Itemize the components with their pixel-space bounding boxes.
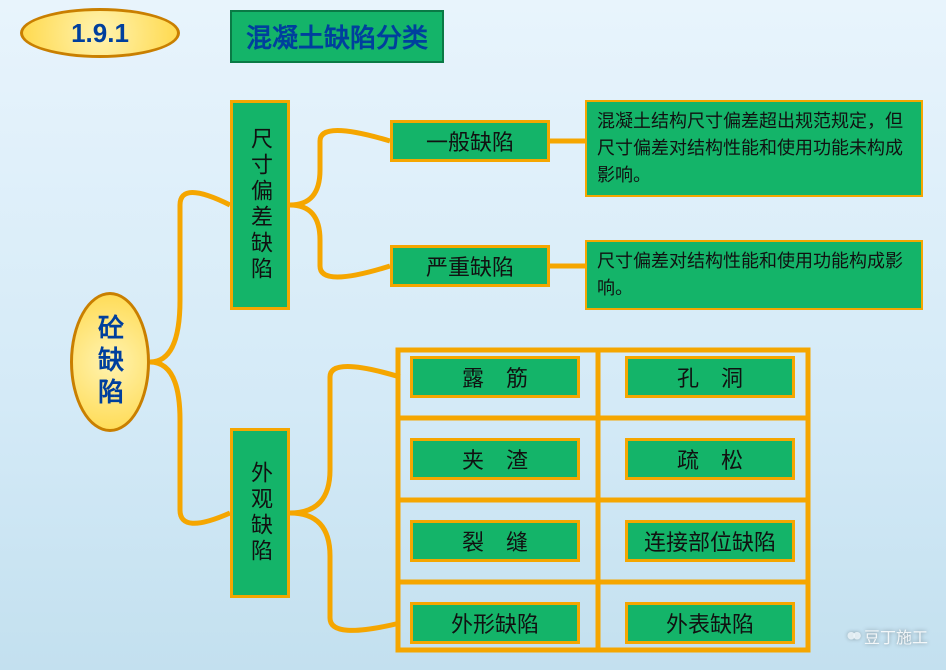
cell-label: 夹 渣 xyxy=(462,443,528,475)
severe-label: 严重缺陷 xyxy=(426,250,514,282)
cell-label: 连接部位缺陷 xyxy=(644,525,776,557)
desc-severe: 尺寸偏差对结构性能和使用功能构成影响。 xyxy=(585,240,923,310)
badge-text: 1.9.1 xyxy=(71,18,129,49)
grid-cell-3-1: 外表缺陷 xyxy=(625,602,795,644)
desc1-text: 混凝土结构尺寸偏差超出规范规定，但尺寸偏差对结构性能和使用功能未构成影响。 xyxy=(597,111,903,185)
title-text: 混凝土缺陷分类 xyxy=(246,23,428,53)
branch2-label: 外观缺陷 xyxy=(244,461,276,565)
page-title: 混凝土缺陷分类 xyxy=(230,10,444,63)
watermark-icon: •• xyxy=(846,620,858,652)
grid-cell-2-0: 裂 缝 xyxy=(410,520,580,562)
general-label: 一般缺陷 xyxy=(426,125,514,157)
grid-cell-0-0: 露 筋 xyxy=(410,356,580,398)
desc-general: 混凝土结构尺寸偏差超出规范规定，但尺寸偏差对结构性能和使用功能未构成影响。 xyxy=(585,100,923,197)
root-label: 砼缺陷 xyxy=(92,314,129,410)
cell-label: 疏 松 xyxy=(677,443,743,475)
grid-cell-1-0: 夹 渣 xyxy=(410,438,580,480)
grid-cell-2-1: 连接部位缺陷 xyxy=(625,520,795,562)
cell-label: 外表缺陷 xyxy=(666,607,754,639)
desc2-text: 尺寸偏差对结构性能和使用功能构成影响。 xyxy=(597,251,903,298)
cell-label: 裂 缝 xyxy=(462,525,528,557)
cell-label: 外形缺陷 xyxy=(451,607,539,639)
cell-label: 孔 洞 xyxy=(677,361,743,393)
node-general-defect: 一般缺陷 xyxy=(390,120,550,162)
watermark-text: 豆丁施工 xyxy=(864,624,928,648)
branch1-label: 尺寸偏差缺陷 xyxy=(244,127,276,283)
cell-label: 露 筋 xyxy=(462,361,528,393)
branch-size-deviation: 尺寸偏差缺陷 xyxy=(230,100,290,310)
branch-appearance: 外观缺陷 xyxy=(230,428,290,598)
section-badge: 1.9.1 xyxy=(20,8,180,58)
watermark: •• 豆丁施工 xyxy=(846,620,928,652)
grid-cell-3-0: 外形缺陷 xyxy=(410,602,580,644)
grid-cell-1-1: 疏 松 xyxy=(625,438,795,480)
node-severe-defect: 严重缺陷 xyxy=(390,245,550,287)
root-node: 砼缺陷 xyxy=(70,292,150,432)
grid-cell-0-1: 孔 洞 xyxy=(625,356,795,398)
